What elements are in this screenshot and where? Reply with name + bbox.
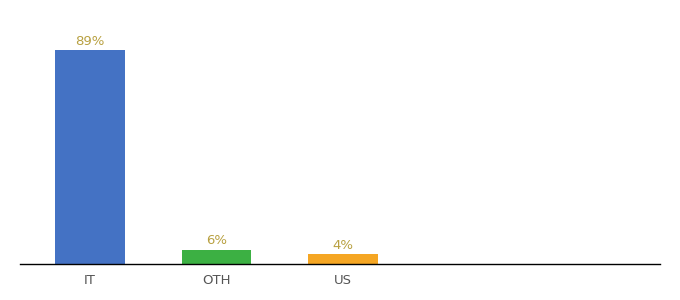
Text: 4%: 4% <box>333 238 354 251</box>
Bar <box>308 254 378 264</box>
Text: 89%: 89% <box>75 34 105 47</box>
Bar <box>55 50 125 264</box>
Bar <box>182 250 252 264</box>
Text: 6%: 6% <box>206 234 227 247</box>
